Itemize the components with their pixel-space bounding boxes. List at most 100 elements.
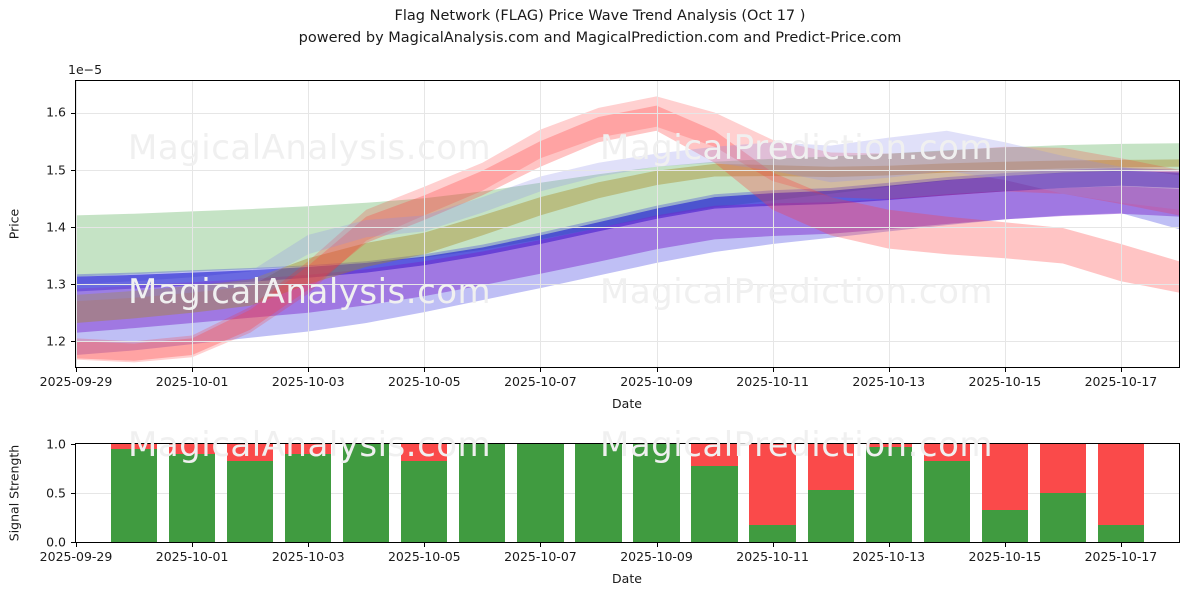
price-x-tick-label: 2025-10-11 — [736, 374, 809, 389]
power-bar[interactable] — [575, 444, 622, 542]
price-x-tick-label: 2025-10-05 — [387, 374, 461, 389]
power-chart-title: Buy and Sell Powers — [0, 0, 600, 16]
watermark: MagicalAnalysis.com — [128, 128, 492, 168]
price-x-tick-label: 2025-10-09 — [620, 374, 693, 389]
price-y-tickmark — [71, 226, 75, 228]
power-bar[interactable] — [110, 444, 158, 542]
price-band-purple-band — [76, 186, 1179, 333]
power-y-tickmark — [71, 542, 75, 543]
price-y-tick-label: 1.6 — [46, 104, 66, 120]
sell-power-segment — [923, 444, 970, 461]
price-x-tick-label: 2025-10-07 — [504, 374, 577, 389]
buy-power-segment — [1039, 493, 1087, 542]
price-y-tickmark — [71, 169, 75, 171]
buy-power-segment — [807, 490, 854, 542]
figure-title-line-2: powered by MagicalAnalysis.com and Magic… — [298, 30, 902, 46]
buy-power-segment — [459, 444, 506, 542]
power-x-tick-label: 2025-10-17 — [1084, 549, 1158, 564]
watermark: MagicalPrediction.com — [600, 425, 993, 465]
price-x-tick-label: 2025-10-01 — [155, 374, 229, 389]
power-bar[interactable] — [807, 444, 854, 542]
price-band-olive-band — [76, 159, 1179, 323]
price-y-tick-label: 1.4 — [46, 219, 66, 235]
price-x-tickmark — [772, 368, 774, 372]
price-gridline-h — [76, 112, 1179, 114]
sell-power-segment — [110, 444, 158, 449]
buy-power-segment — [401, 460, 448, 542]
power-x-tickmark — [656, 543, 658, 547]
price-gridline-v — [192, 81, 194, 367]
power-x-tickmark — [1120, 543, 1122, 547]
power-y-tick-label: 0.0 — [46, 534, 66, 550]
buy-power-segment — [343, 444, 390, 542]
sell-power-segment — [691, 444, 738, 466]
price-band-lavender-band — [76, 130, 1179, 302]
price-gridline-h — [76, 226, 1179, 228]
power-bar[interactable] — [1039, 444, 1087, 542]
power-bar[interactable] — [1097, 444, 1145, 542]
power-bar[interactable] — [168, 444, 216, 542]
power-x-tickmark — [192, 543, 194, 547]
buy-power-segment — [749, 525, 796, 542]
buy-power-segment — [981, 509, 1028, 542]
power-x-tickmark — [308, 543, 310, 547]
power-x-axis-label: Date — [612, 571, 642, 586]
price-x-tickmark — [656, 368, 658, 372]
sell-power-segment — [865, 444, 912, 447]
price-gridline-v — [1004, 81, 1006, 367]
buy-power-segment — [226, 460, 274, 542]
power-x-tickmark — [424, 543, 426, 547]
price-x-tick-label: 2025-10-17 — [1084, 374, 1158, 389]
power-bar[interactable] — [459, 444, 506, 542]
power-y-tick-label: 1.0 — [46, 436, 66, 452]
buy-power-segment — [285, 453, 332, 542]
power-bar[interactable] — [865, 444, 912, 542]
price-gridline-v — [76, 81, 77, 367]
price-gridline-v — [308, 81, 310, 367]
power-x-tick-label: 2025-10-03 — [271, 549, 345, 564]
price-x-tick-label: 2025-10-03 — [271, 374, 345, 389]
price-y-tick-label: 1.2 — [46, 333, 66, 349]
power-bar[interactable] — [691, 444, 738, 542]
price-gridline-h — [76, 169, 1179, 171]
sell-power-segment — [749, 444, 796, 526]
power-gridline-h — [76, 493, 1179, 494]
sell-power-segment — [1097, 444, 1145, 526]
power-bar[interactable] — [343, 444, 390, 542]
price-gridline-v — [656, 81, 658, 367]
power-bar[interactable] — [285, 444, 332, 542]
price-y-tickmark — [71, 112, 75, 114]
sell-power-segment — [807, 444, 854, 491]
price-x-tickmark — [308, 368, 310, 372]
sell-power-segment — [285, 444, 332, 454]
power-bar[interactable] — [401, 444, 448, 542]
price-gridline-h — [76, 284, 1179, 286]
power-x-tickmark — [1004, 543, 1006, 547]
power-x-tickmark — [888, 543, 890, 547]
buy-power-segment — [168, 453, 216, 542]
price-x-tick-label: 2025-09-29 — [39, 374, 113, 389]
power-bar[interactable] — [633, 444, 680, 542]
power-x-tick-label: 2025-10-01 — [155, 549, 229, 564]
price-band-red-band-lower — [76, 105, 1179, 361]
price-y-tick-label: 1.3 — [46, 276, 66, 292]
power-y-tick-label: 0.5 — [46, 485, 66, 501]
watermark: MagicalAnalysis.com — [128, 272, 492, 312]
price-y-tick-label: 1.5 — [46, 162, 66, 178]
buy-power-segment — [691, 465, 738, 542]
buy-power-segment — [110, 448, 158, 542]
price-x-axis-label: Date — [612, 396, 642, 411]
power-bar[interactable] — [923, 444, 970, 542]
price-x-tickmark — [1120, 368, 1122, 372]
price-x-tickmark — [76, 368, 77, 372]
price-gridline-v — [888, 81, 890, 367]
power-x-tick-label: 2025-10-09 — [620, 549, 693, 564]
power-bar[interactable] — [749, 444, 796, 542]
power-x-tickmark — [772, 543, 774, 547]
power-bar[interactable] — [981, 444, 1028, 542]
power-bar[interactable] — [517, 444, 564, 542]
power-bar[interactable] — [226, 444, 274, 542]
price-band-blue-band-wide — [76, 167, 1179, 355]
power-x-tick-label: 2025-10-05 — [387, 549, 461, 564]
